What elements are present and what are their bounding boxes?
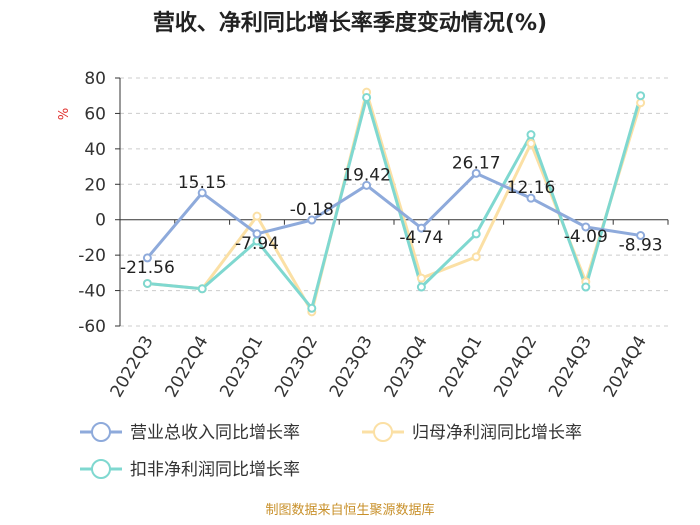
x-tick-label: 2023Q4	[381, 333, 432, 401]
data-label: 15.15	[178, 173, 227, 193]
data-point	[471, 252, 481, 262]
data-point	[526, 139, 536, 149]
data-point	[252, 229, 262, 239]
axes	[119, 78, 669, 326]
data-point	[526, 193, 536, 203]
x-tick-label: 2024Q3	[545, 333, 596, 401]
data-point	[142, 253, 152, 263]
x-tick-label: 2024Q4	[600, 333, 651, 401]
y-tick-label: -60	[78, 317, 106, 337]
data-point	[636, 91, 646, 101]
data-label: -4.74	[399, 228, 443, 248]
x-tick-label: 2023Q2	[271, 333, 322, 401]
series-lines	[146, 90, 643, 314]
data-label: 12.16	[507, 178, 556, 198]
series-line-2	[147, 95, 643, 310]
data-point	[471, 168, 481, 178]
legend-swatch-marker	[373, 422, 393, 442]
data-label: -0.18	[290, 200, 334, 220]
data-point	[307, 303, 317, 313]
data-point	[471, 229, 481, 239]
data-point	[416, 223, 426, 233]
data-point	[197, 284, 207, 294]
data-label: -8.93	[619, 236, 663, 256]
x-tick-label: 2023Q3	[326, 333, 377, 401]
y-axis-unit: %	[57, 108, 72, 120]
legend-label: 归母净利润同比增长率	[412, 423, 582, 443]
x-axis-ticks: 2022Q3 2022Q4 2023Q1 2023Q2 2023Q3 2023Q4 2024…	[107, 333, 651, 401]
x-tick-label: 2024Q2	[490, 333, 541, 401]
y-tick-label: 80	[84, 69, 106, 89]
data-point	[362, 180, 372, 190]
data-labels: -21.56 15.15 -7.94 -0.18 19.42 -4.74 26.17 12.1…	[120, 153, 663, 278]
legend-swatch-marker	[91, 459, 111, 479]
data-point	[307, 215, 317, 225]
data-point	[416, 273, 426, 283]
legend-label: 营业总收入同比增长率	[130, 423, 300, 443]
x-tick-label: 2024Q1	[435, 333, 486, 401]
chart-title: 营收、净利同比增长率季度变动情况(%)	[153, 10, 547, 36]
x-tick-label: 2023Q1	[216, 333, 267, 401]
data-point	[416, 282, 426, 292]
legend-label: 扣非净利润同比增长率	[130, 460, 300, 480]
y-tick-label: 40	[84, 140, 106, 160]
series-points	[142, 87, 646, 317]
data-point	[581, 222, 591, 232]
data-point	[526, 130, 536, 140]
y-tick-label: 20	[84, 175, 106, 195]
data-point	[362, 92, 372, 102]
data-point	[252, 211, 262, 221]
data-point	[581, 282, 591, 292]
data-point	[636, 231, 646, 241]
data-label: 19.42	[342, 165, 391, 185]
gridlines	[120, 77, 668, 327]
x-tick-label: 2022Q3	[107, 333, 158, 401]
x-tick-label: 2022Q4	[161, 333, 212, 401]
data-label: -4.09	[564, 227, 608, 247]
y-tick-label: -40	[78, 282, 106, 302]
data-point	[636, 98, 646, 108]
data-label: 26.17	[452, 153, 501, 173]
y-tick-label: 0	[95, 211, 106, 231]
series-line-0	[146, 171, 641, 259]
data-label: -7.94	[235, 234, 279, 254]
y-axis-ticks: 80 60 40 20 0 -20 -40 -60	[78, 69, 120, 337]
y-tick-label: 60	[84, 104, 106, 124]
data-point	[197, 188, 207, 198]
data-label: -21.56	[120, 258, 175, 278]
source-note: 制图数据来自恒生聚源数据库	[265, 502, 434, 518]
y-tick-label: -20	[78, 246, 106, 266]
series-line-1	[147, 90, 643, 314]
data-point	[142, 278, 152, 288]
legend-swatch-marker	[91, 422, 111, 442]
